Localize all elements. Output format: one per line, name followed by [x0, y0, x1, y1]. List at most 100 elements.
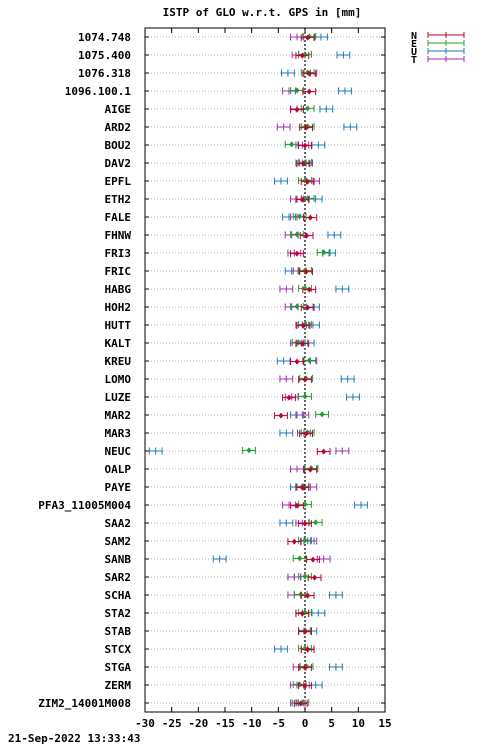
x-tick-label: 5: [328, 717, 335, 730]
point-u: [148, 447, 163, 455]
point-t: [295, 411, 310, 419]
point-e: [290, 86, 304, 94]
legend-entry-n: N: [411, 31, 465, 42]
station-label: HABG: [105, 283, 132, 296]
point-n: [290, 358, 304, 366]
point-e: [298, 176, 312, 184]
point-n: [290, 502, 304, 510]
station-label: DAV2: [105, 157, 132, 170]
x-tick-label: -5: [272, 717, 285, 730]
station-label: SANB: [105, 553, 132, 566]
point-n: [306, 556, 320, 564]
point-u: [354, 501, 368, 509]
point-u: [212, 555, 227, 563]
point-n: [298, 142, 312, 150]
point-n: [298, 520, 312, 528]
point-n: [302, 286, 317, 294]
point-e: [302, 356, 317, 364]
x-tick-label: -10: [242, 717, 262, 730]
point-n: [299, 124, 313, 132]
point-e: [298, 500, 312, 508]
legend-entry-t: T: [411, 55, 465, 66]
point-n: [302, 70, 317, 78]
point-n: [299, 268, 313, 276]
point-u: [311, 141, 326, 149]
point-n: [293, 700, 308, 708]
point-e: [298, 644, 312, 652]
point-t: [282, 87, 296, 95]
point-n: [274, 412, 288, 420]
station-label: PFA3_11005M004: [38, 499, 131, 512]
point-t: [279, 375, 294, 383]
point-u: [311, 609, 326, 617]
point-n: [295, 196, 310, 204]
point-n: [290, 106, 304, 114]
point-n: [298, 628, 312, 636]
point-n: [302, 88, 317, 96]
x-tick-label: -25: [162, 717, 182, 730]
station-label: STCX: [105, 643, 132, 656]
point-n: [303, 214, 318, 222]
point-e: [298, 572, 312, 580]
x-tick-label: -30: [135, 717, 155, 730]
x-tick-label: 0: [302, 717, 309, 730]
x-tick-label: -20: [188, 717, 208, 730]
point-n: [282, 394, 296, 402]
point-u: [319, 105, 334, 113]
point-u: [327, 231, 342, 239]
point-e: [315, 410, 329, 418]
station-label: KALT: [105, 337, 132, 350]
point-n: [307, 574, 322, 582]
point-t: [282, 501, 296, 509]
station-label: NEUC: [105, 445, 132, 458]
point-t: [276, 123, 291, 131]
point-u: [340, 375, 355, 383]
station-label: SCHA: [105, 589, 132, 602]
point-e: [292, 554, 307, 562]
point-u: [346, 393, 360, 401]
point-n: [316, 448, 331, 456]
station-label: ETH2: [105, 193, 132, 206]
point-n: [290, 250, 304, 258]
point-u: [279, 519, 294, 527]
point-e: [242, 446, 256, 454]
point-t: [290, 465, 304, 473]
point-n: [298, 664, 312, 672]
station-label: STAB: [105, 625, 132, 638]
point-n: [287, 538, 302, 546]
svg-text:T: T: [411, 55, 417, 66]
station-labels: 1074.748 1075.400 1076.318 1096.100.1 AIGE AR…: [38, 31, 385, 710]
station-label: 1075.400: [78, 49, 131, 62]
point-u: [276, 357, 291, 365]
grid: [145, 36, 385, 704]
station-label: KREU: [105, 355, 132, 368]
point-t: [335, 447, 350, 455]
point-n: [295, 52, 310, 60]
station-label: MAR3: [105, 427, 132, 440]
station-label: 1096.100.1: [65, 85, 132, 98]
station-label: AIGE: [105, 103, 132, 116]
station-label: ZIM2_14001M008: [38, 697, 131, 710]
point-n: [299, 430, 313, 438]
point-n: [295, 340, 310, 348]
station-label: STGA: [105, 661, 132, 674]
chart-title: ISTP of GLO w.r.t. GPS in [mm]: [163, 6, 362, 19]
point-n: [303, 466, 318, 474]
station-label: ARD2: [105, 121, 132, 134]
legend-entry-u: U: [411, 47, 465, 58]
x-tick-label: -15: [215, 717, 235, 730]
station-label: MAR2: [105, 409, 132, 422]
point-u: [274, 177, 288, 185]
station-label: ZERM: [105, 679, 132, 692]
point-u: [335, 285, 350, 293]
point-n: [296, 322, 311, 330]
station-label: HOH2: [105, 301, 132, 314]
legend-entry-e: E: [411, 39, 465, 50]
station-label: STA2: [105, 607, 132, 620]
point-e: [290, 230, 304, 238]
point-e: [284, 140, 299, 148]
station-label: 1076.318: [78, 67, 131, 80]
station-label: LUZE: [105, 391, 132, 404]
point-n: [300, 178, 315, 186]
